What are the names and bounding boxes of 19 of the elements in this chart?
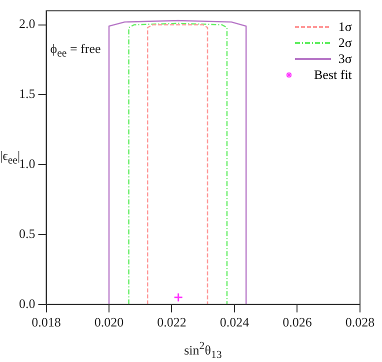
annotation: ϕ$_{ee}$ = free [50,40,101,60]
x-tick-label: 0.020 [94,314,124,330]
y-tick-label: 1.0 [19,156,36,172]
legend-label: Best fit [314,66,352,83]
x-tick-label: 0.022 [157,314,186,330]
line-series [128,22,228,304]
y-tick-label: 0.5 [19,226,36,241]
y-tick-label: 2.0 [19,16,36,32]
y-axis-title: |ϵ$_{ee}$| [0,148,20,167]
x-tick-label: 0.018 [32,314,61,330]
x-tick-label: 0.028 [345,314,375,330]
x-axis-title: sin$^{2}$θ$_{13}$ [184,340,222,361]
legend-label: 3σ [338,50,352,67]
legend-label: 2σ [338,34,352,51]
x-tick-label: 0.026 [282,314,312,330]
y-tick-label: 0.0 [19,296,36,311]
y-tick-label: 1.5 [19,86,36,102]
legend-label: 1σ [338,18,352,35]
x-tick-label: 0.024 [220,314,250,330]
